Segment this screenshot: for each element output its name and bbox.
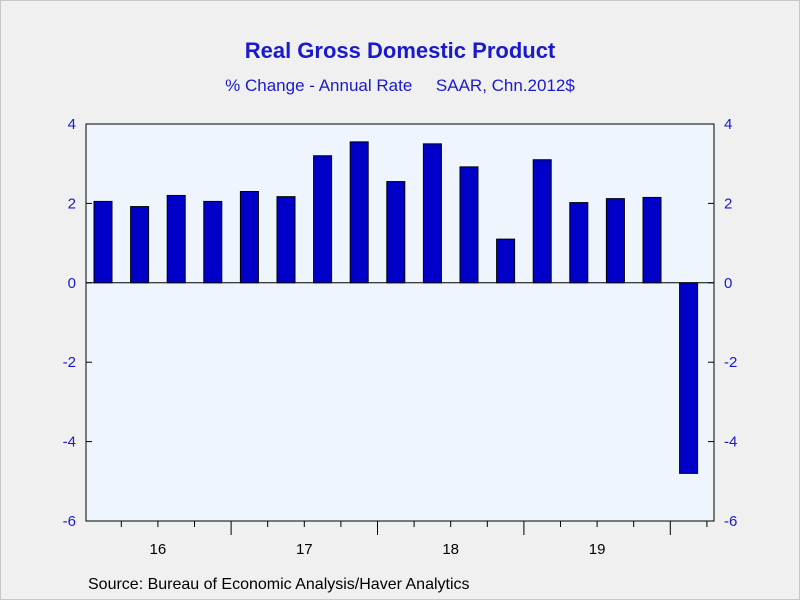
bar-1 [93,200,113,284]
bar-12 [496,238,516,284]
bars [93,141,699,474]
bar-5 [239,190,259,284]
y-tick-label-right: 2 [724,195,732,212]
bar-8 [349,141,369,284]
y-ticks: 4 4 2 2 0 0 -2 -2 -4 -4 -6 -6 [63,116,738,530]
x-ticks: 16 17 18 19 [120,521,708,558]
chart-subtitle: % Change - Annual Rate SAAR, Chn.2012$ [225,76,575,95]
bar-2 [130,206,150,284]
y-tick-label-left: -6 [63,513,76,530]
bar-9 [386,181,406,284]
source-note: Source: Bureau of Economic Analysis/Have… [88,576,470,593]
y-tick-label-left: -2 [63,354,76,371]
y-tick-label-left: 4 [68,116,76,133]
bar-15 [605,198,625,284]
y-tick-label-right: -2 [724,354,737,371]
bar-10 [422,143,442,284]
x-year-label: 19 [589,541,606,558]
y-tick-label-right: -6 [724,513,737,530]
bar-16 [642,196,662,284]
bar-13 [532,159,552,284]
y-tick-label-left: -4 [63,434,76,451]
y-tick-label-right: 4 [724,116,732,133]
x-year-label: 17 [296,541,313,558]
y-tick-label-right: -4 [724,434,737,451]
y-tick-label-left: 0 [68,275,76,292]
bar-4 [203,200,223,284]
bar-14 [569,202,589,284]
y-tick-label-right: 0 [724,275,732,292]
bar-3 [166,194,186,284]
bar-7 [313,155,333,284]
y-tick-label-left: 2 [68,195,76,212]
bar-17 [679,282,699,474]
bar-11 [459,166,479,284]
bar-6 [276,196,296,284]
chart-title: Real Gross Domestic Product [244,38,556,63]
x-year-label: 18 [442,541,459,558]
x-year-label: 16 [150,541,167,558]
